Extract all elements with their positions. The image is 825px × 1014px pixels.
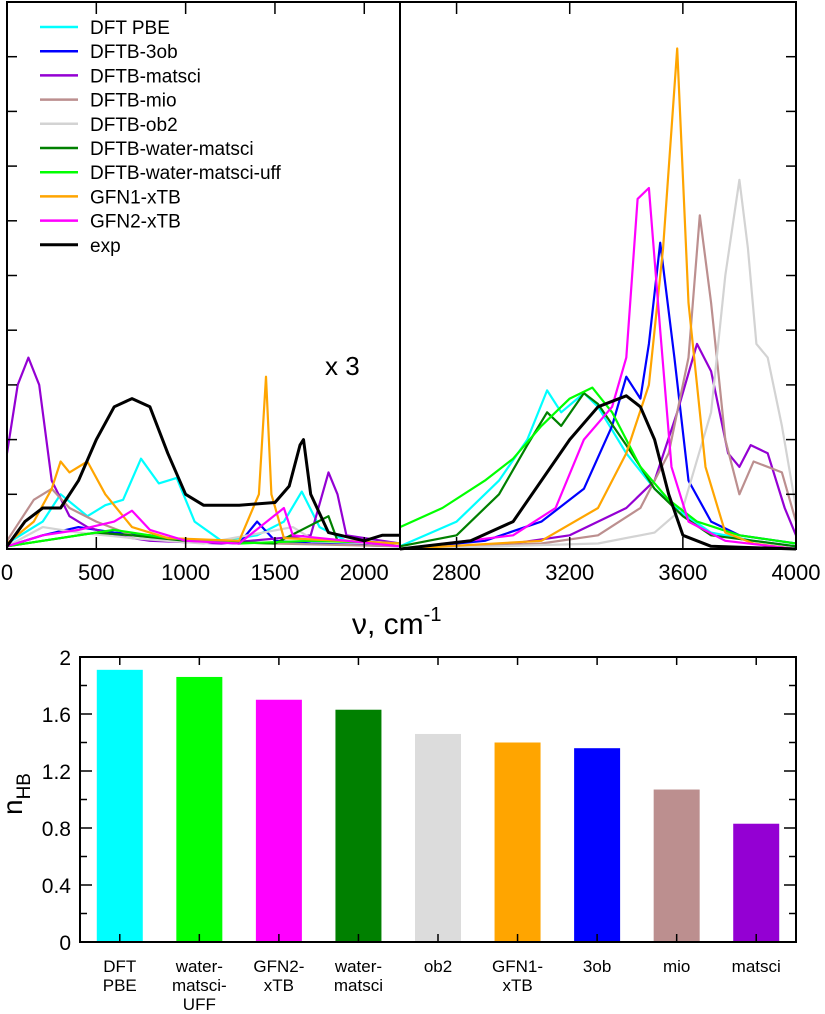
series-line-2-high bbox=[399, 342, 798, 551]
bar-8 bbox=[733, 823, 780, 942]
spectrum-chart: 0 500 1000 1500 2000 2800 3200 3600 4000 DFT PBE… bbox=[1, 1, 821, 641]
x-axis-label: ν, cm-1 bbox=[352, 604, 441, 641]
legend-label-8: GFN2-xTB bbox=[90, 212, 181, 233]
bar-y-tick-label-3: 1.2 bbox=[42, 761, 71, 784]
series-line-0-low bbox=[6, 457, 401, 545]
series-line-7-high bbox=[399, 47, 797, 551]
bar-category-line-3-1: matsci bbox=[334, 976, 383, 995]
series-line-3-high bbox=[399, 214, 798, 551]
bar-0 bbox=[96, 669, 143, 942]
legend-label-7: GFN1-xTB bbox=[90, 187, 181, 208]
x-tick-label-0-0: 0 bbox=[1, 560, 13, 585]
bar-y-tick-label-5: 2 bbox=[59, 647, 71, 670]
scale-annotation: x 3 bbox=[325, 351, 360, 381]
bar-marks: DFT PBEwater-matsci-UFFGFN2-xTBwater-mats… bbox=[96, 669, 781, 1014]
series-line-0-high bbox=[399, 389, 797, 548]
bar-2 bbox=[255, 699, 302, 942]
bar-category-line-0-0: DFT bbox=[103, 957, 136, 976]
legend-label-4: DFTB-ob2 bbox=[90, 115, 178, 136]
x-tick-label-1-3: 4000 bbox=[772, 560, 821, 585]
bar-category-label-3: water-matsci bbox=[334, 957, 383, 995]
bar-category-label-6: 3ob bbox=[583, 957, 611, 976]
bar-y-tick-label-1: 0.4 bbox=[42, 875, 72, 898]
x-tick-label-1-2: 3600 bbox=[658, 560, 707, 585]
bar-category-line-1-2: UFF bbox=[183, 995, 216, 1014]
series-line-1-high bbox=[399, 241, 797, 551]
legend-label-6: DFTB-water-matsci-uff bbox=[90, 163, 281, 184]
bar-4 bbox=[415, 733, 461, 942]
bar-ticks: 0 0.4 0.8 1.2 1.6 2 bbox=[42, 647, 796, 955]
bar-y-tick-label-2: 0.8 bbox=[42, 818, 71, 841]
bar-category-label-1: water-matsci-UFF bbox=[172, 957, 227, 1014]
legend-label-9: exp bbox=[90, 236, 121, 257]
bar-6 bbox=[574, 748, 621, 942]
bar-1 bbox=[176, 676, 223, 942]
legend-label-0: DFT PBE bbox=[90, 18, 170, 39]
x-axis-label-exponent: -1 bbox=[424, 604, 442, 626]
x-tick-label-1-0: 2800 bbox=[432, 560, 481, 585]
bar-category-label-7: mio bbox=[663, 957, 690, 976]
bar-category-line-2-0: GFN2- bbox=[253, 957, 304, 976]
series-line-6-high bbox=[399, 386, 797, 545]
bar-7 bbox=[653, 789, 700, 942]
bar-category-label-0: DFT PBE bbox=[103, 957, 137, 995]
spectrum-legend: DFT PBE DFTB-3ob DFTB-matsci DFTB-mio DFTB-o… bbox=[40, 18, 281, 257]
bar-category-line-0-1: PBE bbox=[103, 976, 137, 995]
spectrum-ticks: 0 500 1000 1500 2000 2800 3200 3600 4000 bbox=[1, 2, 821, 585]
series-line-2-low bbox=[5, 356, 401, 545]
bar-y-tick-label-4: 1.6 bbox=[42, 704, 71, 727]
bar-category-line-7-0: mio bbox=[663, 957, 690, 976]
bar-category-label-2: GFN2-xTB bbox=[253, 957, 304, 995]
bar-category-line-2-1: xTB bbox=[264, 976, 294, 995]
series-line-5-high bbox=[399, 392, 797, 548]
y-axis-label: nHB bbox=[0, 773, 35, 815]
bar-category-line-4-0: ob2 bbox=[424, 957, 452, 976]
bar-category-line-5-1: xTB bbox=[502, 976, 532, 995]
legend-label-5: DFTB-water-matsci bbox=[90, 139, 254, 160]
bar-3 bbox=[335, 709, 382, 942]
bar-category-line-6-0: 3ob bbox=[583, 957, 611, 976]
bar-5 bbox=[494, 742, 541, 942]
x-tick-label-0-4: 2000 bbox=[340, 560, 389, 585]
x-tick-label-0-2: 1000 bbox=[161, 560, 210, 585]
legend-label-1: DFTB-3ob bbox=[90, 42, 178, 63]
series-line-7-low bbox=[6, 375, 401, 545]
y-axis-label-sub: HB bbox=[14, 773, 35, 799]
x-tick-label-0-3: 1500 bbox=[250, 560, 299, 585]
x-tick-label-1-1: 3200 bbox=[545, 560, 594, 585]
bar-category-line-1-0: water- bbox=[175, 957, 223, 976]
series-line-8-low bbox=[6, 506, 401, 548]
bar-chart: DFT PBEwater-matsci-UFFGFN2-xTBwater-mats… bbox=[0, 647, 797, 1014]
bar-category-line-5-0: GFN1- bbox=[492, 957, 543, 976]
legend-label-3: DFTB-mio bbox=[90, 91, 177, 112]
series-line-4-high bbox=[399, 178, 798, 551]
series-line-9-low bbox=[5, 397, 400, 548]
bar-y-tick-label-0: 0 bbox=[59, 932, 71, 955]
x-tick-label-0-1: 500 bbox=[78, 560, 115, 585]
bar-category-label-4: ob2 bbox=[424, 957, 452, 976]
bar-category-line-1-1: matsci- bbox=[172, 976, 227, 995]
x-axis-label-text: ν, cm bbox=[352, 608, 424, 641]
y-axis-label-main: n bbox=[0, 799, 28, 815]
bar-category-line-3-0: water- bbox=[334, 957, 382, 976]
bar-category-line-8-0: matsci bbox=[732, 957, 781, 976]
bar-category-label-5: GFN1-xTB bbox=[492, 957, 543, 995]
series-line-8-high bbox=[399, 186, 797, 551]
bar-category-label-8: matsci bbox=[732, 957, 781, 976]
spectrum-lines bbox=[5, 47, 798, 551]
legend-label-2: DFTB-matsci bbox=[90, 66, 201, 87]
series-line-9-high bbox=[399, 394, 797, 551]
